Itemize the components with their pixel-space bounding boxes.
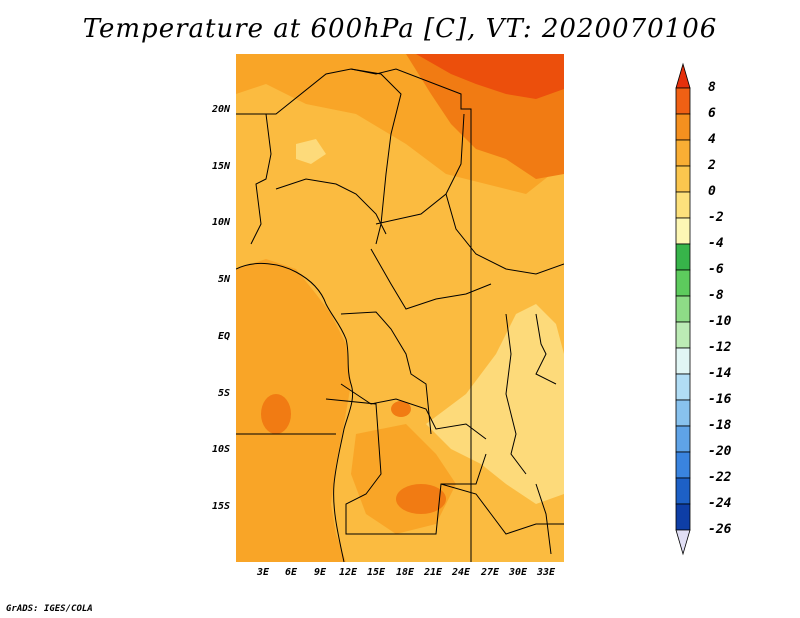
colorbar-segment bbox=[675, 87, 691, 115]
colorbar-label: -12 bbox=[708, 340, 732, 355]
colorbar bbox=[675, 62, 691, 556]
field-patch-3 bbox=[391, 401, 411, 417]
colorbar-label: 4 bbox=[708, 132, 716, 147]
lon-label-30e: 30E bbox=[508, 567, 528, 578]
colorbar-segment bbox=[675, 321, 691, 349]
colorbar-label: -10 bbox=[708, 314, 732, 329]
borders bbox=[236, 68, 564, 562]
colorbar-label: -6 bbox=[708, 262, 724, 277]
lon-label-27e: 27E bbox=[480, 567, 500, 578]
field-north-mild bbox=[296, 139, 326, 164]
lon-label-6e: 6E bbox=[284, 567, 298, 578]
colorbar-bottom-arrow bbox=[675, 529, 691, 556]
colorbar-segment bbox=[675, 425, 691, 453]
colorbar-label: -26 bbox=[708, 522, 732, 537]
temperature-map bbox=[236, 54, 564, 562]
colorbar-segment bbox=[675, 139, 691, 167]
colorbar-label: -16 bbox=[708, 392, 732, 407]
credit-text: GrADS: IGES/COLA bbox=[6, 604, 93, 614]
field-patch-2 bbox=[396, 484, 446, 514]
lat-label-eq: EQ bbox=[217, 331, 230, 342]
field-ocean-warm bbox=[236, 259, 351, 562]
colorbar-segment bbox=[675, 347, 691, 375]
lat-label-15s: 15S bbox=[211, 501, 230, 512]
colorbar-segment bbox=[675, 503, 691, 531]
colorbar-label: -22 bbox=[708, 470, 732, 485]
colorbar-segment bbox=[675, 217, 691, 245]
colorbar-label: 2 bbox=[708, 158, 716, 173]
colorbar-segment bbox=[675, 243, 691, 271]
lon-label-15e: 15E bbox=[366, 567, 386, 578]
colorbar-segment bbox=[675, 477, 691, 505]
colorbar-segment bbox=[675, 295, 691, 323]
colorbar-label: -18 bbox=[708, 418, 732, 433]
colorbar-top-arrow bbox=[675, 62, 691, 89]
lat-label-15n: 15N bbox=[211, 161, 230, 172]
map-svg bbox=[236, 54, 564, 562]
lat-label-5n: 5N bbox=[217, 274, 230, 285]
field-patch-1 bbox=[261, 394, 291, 434]
colorbar-label: -24 bbox=[708, 496, 732, 511]
chart-title: Temperature at 600hPa [C], VT: 202007010… bbox=[82, 14, 718, 44]
lat-label-5s: 5S bbox=[217, 388, 230, 399]
colorbar-label: 8 bbox=[708, 80, 716, 95]
lat-label-20n: 20N bbox=[211, 104, 230, 115]
lon-label-9e: 9E bbox=[313, 567, 327, 578]
colorbar-segment bbox=[675, 373, 691, 401]
lon-label-33e: 33E bbox=[536, 567, 556, 578]
lat-label-10n: 10N bbox=[211, 217, 230, 228]
colorbar-segment bbox=[675, 165, 691, 193]
lon-label-3e: 3E bbox=[256, 567, 270, 578]
colorbar-segment bbox=[675, 269, 691, 297]
colorbar-segment bbox=[675, 399, 691, 427]
colorbar-label: -2 bbox=[708, 210, 724, 225]
colorbar-label: -20 bbox=[708, 444, 732, 459]
colorbar-label: -4 bbox=[708, 236, 724, 251]
field-east-mild bbox=[426, 304, 564, 504]
lat-label-10s: 10S bbox=[211, 444, 230, 455]
colorbar-segment bbox=[675, 451, 691, 479]
lon-label-24e: 24E bbox=[451, 567, 471, 578]
colorbar-segment bbox=[675, 191, 691, 219]
lon-label-18e: 18E bbox=[395, 567, 415, 578]
colorbar-label: -14 bbox=[708, 366, 732, 381]
colorbar-label: -8 bbox=[708, 288, 724, 303]
field-top-hottest bbox=[416, 54, 564, 99]
colorbar-label: 6 bbox=[708, 106, 716, 121]
lon-label-12e: 12E bbox=[338, 567, 358, 578]
colorbar-label: 0 bbox=[708, 184, 716, 199]
colorbar-segment bbox=[675, 113, 691, 141]
lon-label-21e: 21E bbox=[423, 567, 443, 578]
